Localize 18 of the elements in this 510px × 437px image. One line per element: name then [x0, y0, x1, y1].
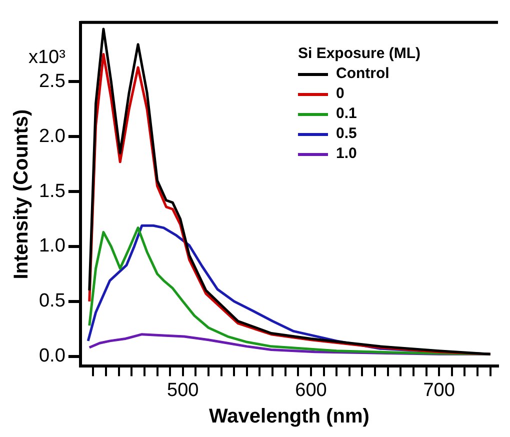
- x-tick-label: 500: [167, 380, 199, 401]
- x-tick-label: 700: [423, 380, 455, 401]
- y-tick-label: 1.0: [38, 236, 66, 257]
- y-tick-label: 0.5: [38, 290, 66, 312]
- y-axis-title: Intensity (Counts): [10, 109, 33, 280]
- x-axis-title: Wavelength (nm): [209, 406, 370, 428]
- y-tick-label: 0.0: [38, 346, 66, 367]
- legend-label: 0: [336, 84, 344, 104]
- y-tick-label: 2.5: [38, 70, 66, 92]
- y-tick-label: 2.0: [38, 126, 66, 147]
- legend-label: 1.0: [336, 144, 357, 164]
- y-tick-label: 1.5: [38, 180, 66, 202]
- legend-label: 0.1: [336, 104, 357, 124]
- legend-label: 0.5: [336, 124, 357, 144]
- text: x10³: [28, 46, 66, 68]
- x-tick-label: 600: [295, 380, 327, 401]
- legend-title: Si Exposure (ML): [298, 44, 421, 64]
- legend-label: Control: [336, 64, 390, 84]
